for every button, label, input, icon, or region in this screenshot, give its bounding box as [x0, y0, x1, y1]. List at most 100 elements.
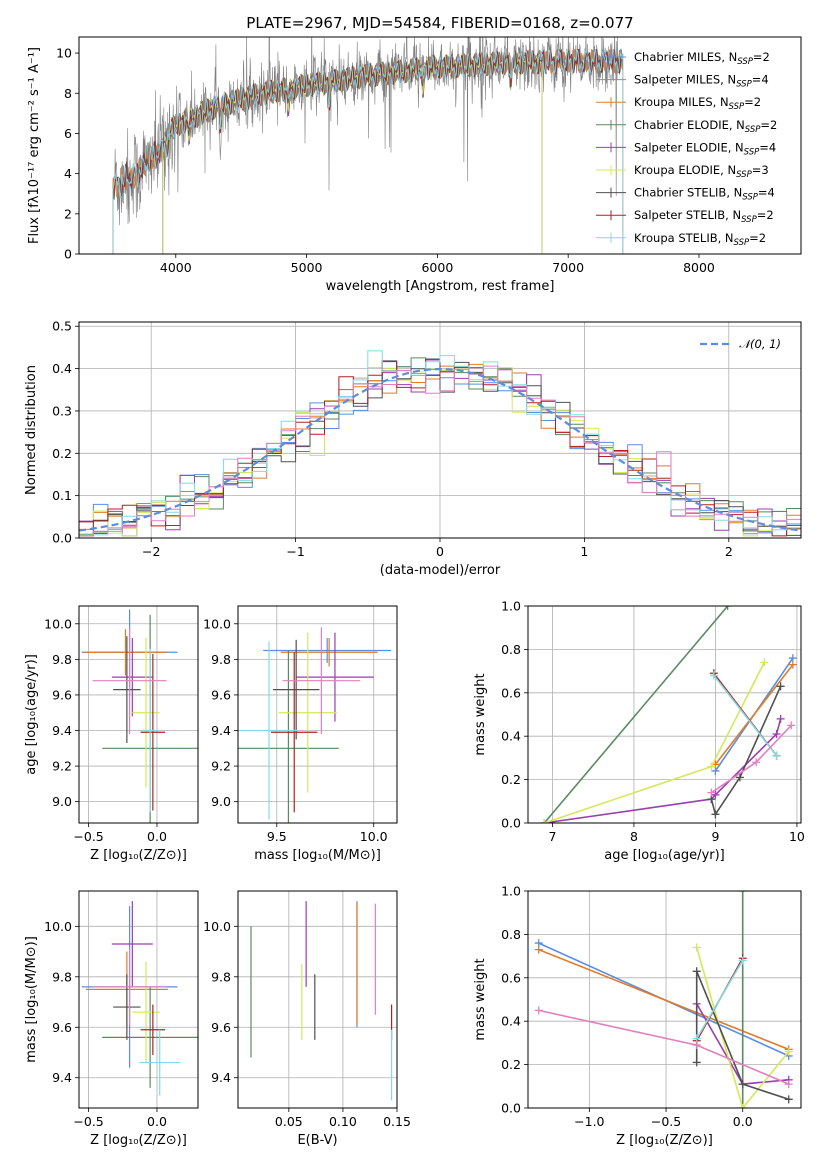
- y-tick-label: 10: [56, 46, 72, 61]
- legend-entry: Kroupa STELIB, NSSP=2: [634, 231, 766, 248]
- weight-point-marker: [788, 660, 797, 669]
- weight-series-line: [695, 970, 789, 1101]
- y-tick-label: 4: [64, 166, 72, 181]
- model-spectrum-line: [112, 49, 624, 254]
- weight-point-marker: [738, 1080, 747, 1089]
- weight-point-marker: [772, 730, 781, 739]
- y-tick-label: 1.0: [501, 599, 521, 614]
- errorbar-point: [141, 648, 159, 813]
- y-tick-label: 0.4: [501, 729, 521, 744]
- spectrum-legend: Chabrier MILES, NSSP=2 Salpeter MILES, NS…: [596, 50, 777, 248]
- y-axis-label: Normed distribution: [24, 365, 39, 495]
- y-tick-label: 0.8: [501, 927, 521, 942]
- x-tick-label: 0.10: [329, 1114, 357, 1129]
- x-axis-label: (data-model)/error: [380, 563, 501, 578]
- y-tick-label: 9.2: [211, 759, 231, 774]
- weight-point-marker: [711, 790, 720, 799]
- x-tick-label: 7: [548, 829, 556, 844]
- weight-point-marker: [692, 1041, 701, 1050]
- weight-point-marker: [707, 762, 716, 771]
- mass-vs-ebv-grid: [238, 891, 398, 1108]
- weight-point-marker: [692, 967, 701, 976]
- y-tick-label: 0.3: [52, 403, 72, 418]
- y-tick-label: 10.0: [44, 919, 72, 934]
- errorbar-point: [270, 652, 318, 813]
- residuals-plot-area: [79, 350, 801, 537]
- errorbar-point: [239, 641, 299, 820]
- weight-point-marker: [776, 682, 785, 691]
- y-tick-label: 0.6: [501, 970, 521, 985]
- errorbar-point: [111, 638, 153, 717]
- x-tick-label: −1.0: [574, 1114, 604, 1129]
- y-axis-label: mass weight: [473, 673, 488, 755]
- y-tick-label: 0.6: [501, 685, 521, 700]
- weight-point-marker: [784, 1095, 793, 1104]
- y-tick-label: 10.0: [203, 616, 231, 631]
- weight-series-line: [544, 718, 782, 823]
- x-tick-label: −0.5: [73, 1114, 103, 1129]
- y-tick-label: 0.0: [52, 531, 72, 546]
- x-axis-label: age [log₁₀(age/yr)]: [604, 848, 725, 863]
- x-tick-label: 0.0: [147, 1114, 167, 1129]
- y-tick-label: 9.4: [211, 1070, 231, 1085]
- weight-point-marker: [709, 671, 718, 680]
- y-tick-label: 0.2: [52, 446, 72, 461]
- x-tick-label: 9: [711, 829, 719, 844]
- residuals-panel: −2 −1 0 1 2 0.0 0.1 0.2 0.3 0.4 0.5 (data-model)/er…: [24, 319, 802, 578]
- legend-entry: Kroupa ELODIE, NSSP=3: [634, 163, 769, 180]
- mass-vs-z-panel: −0.5 0.0 9.4 9.6 9.8 10.0 Z [log₁₀(Z/Z⊙)] mass …: [24, 890, 199, 1148]
- age-vs-z-grid: [79, 606, 198, 823]
- weight-series-line: [696, 959, 744, 1040]
- y-tick-label: 9.6: [52, 687, 72, 702]
- mass-vs-ebv-panel: 0.05 0.10 0.15 9.4 9.6 9.8 10.0 E(B-V): [203, 890, 411, 1148]
- y-tick-label: 10.0: [203, 919, 231, 934]
- y-tick-label: 9.8: [52, 652, 72, 667]
- weight-series-line: [538, 948, 789, 1051]
- x-axis-label: Z [log₁₀(Z/Z⊙)]: [90, 1133, 187, 1148]
- y-axis-label: mass weight: [473, 958, 488, 1040]
- y-tick-label: 0.8: [501, 642, 521, 657]
- mass-vs-z-plot-area: [81, 901, 198, 1096]
- residual-histogram: [79, 361, 801, 537]
- x-tick-label: −0.5: [651, 1114, 681, 1129]
- x-axis-label: E(B-V): [297, 1133, 337, 1148]
- y-tick-label: 9.4: [52, 723, 72, 738]
- weight-series-line: [713, 674, 778, 757]
- y-tick-label: 9.0: [211, 794, 231, 809]
- errorbar-point: [113, 636, 141, 743]
- errorbar-point: [92, 627, 167, 735]
- legend-entry: Salpeter ELODIE, NSSP=4: [634, 140, 776, 157]
- y-tick-label: 0: [64, 247, 72, 262]
- age-vs-z-panel: −0.5 0.0 9.0 9.2 9.4 9.6 9.8 10.0 Z [log₁₀(Z/Z⊙)…: [24, 605, 199, 863]
- y-tick-label: 10.0: [44, 616, 72, 631]
- spectrum-plot-area: [112, 37, 624, 254]
- weight-point-marker: [738, 891, 747, 895]
- legend-entry: Salpeter MILES, NSSP=4: [634, 73, 769, 90]
- y-tick-label: 0.1: [52, 488, 72, 503]
- x-tick-label: 1: [580, 544, 588, 559]
- weight-vs-age-grid: [528, 605, 801, 824]
- x-tick-label: 10: [789, 829, 805, 844]
- y-tick-label: 9.8: [52, 969, 72, 984]
- errorbar-point: [140, 1004, 166, 1056]
- x-tick-label: 0.0: [147, 829, 167, 844]
- errorbar-point: [238, 650, 339, 823]
- weight-point-marker: [752, 758, 761, 767]
- mass-vs-ebv-frame: [237, 890, 398, 1109]
- y-tick-label: 9.6: [211, 687, 231, 702]
- weight-vs-age-plot-area: [540, 606, 797, 823]
- weight-point-marker: [540, 819, 549, 823]
- age-vs-mass-panel: 9.5 10.0 9.0 9.2 9.4 9.6 9.8 10.0 mass [log₁₀(M/…: [203, 605, 398, 863]
- y-tick-label: 2: [64, 206, 72, 221]
- errorbar-point: [282, 627, 361, 735]
- errorbar-point: [296, 632, 374, 722]
- errorbar-point: [102, 986, 198, 1088]
- weight-series-line: [695, 947, 790, 1108]
- weight-point-marker: [738, 1104, 747, 1108]
- y-tick-label: 9.4: [52, 1070, 72, 1085]
- x-axis-label: mass [log₁₀(M/M⊙)]: [254, 848, 381, 863]
- x-tick-label: 0.05: [275, 1114, 303, 1129]
- x-axis-label: wavelength [Angstrom, rest frame]: [326, 279, 555, 294]
- x-tick-label: 5000: [291, 260, 323, 275]
